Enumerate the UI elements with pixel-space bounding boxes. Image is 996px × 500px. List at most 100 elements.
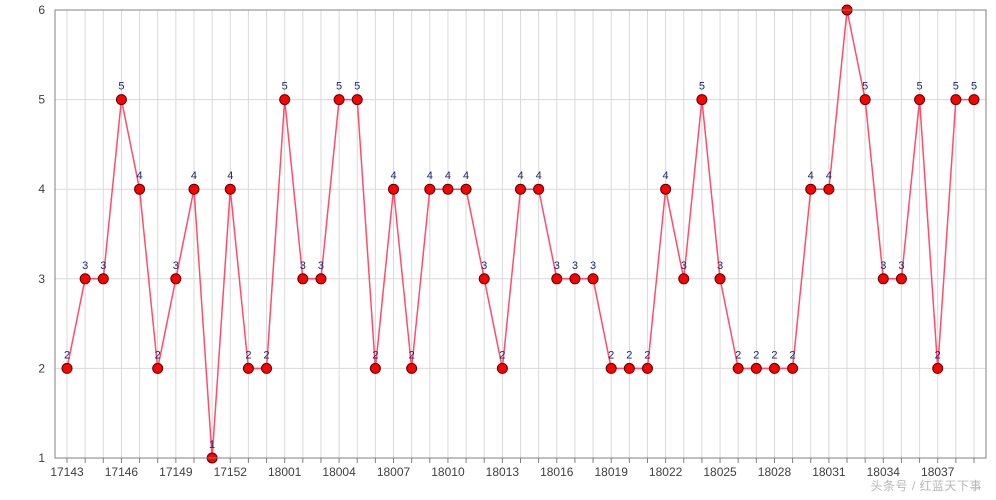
chart-container: 1 2 3 4 5 6 17143 17146 17149 17152 18001 18004 1800… <box>0 0 996 500</box>
watermark-text: 头条号 / 红蓝天下事 <box>870 477 982 494</box>
y-tick-label: 3 <box>38 272 45 286</box>
value-label: 3 <box>880 260 886 272</box>
x-tick-label: 17149 <box>159 465 193 479</box>
value-label: 3 <box>554 260 560 272</box>
value-label: 2 <box>372 349 378 361</box>
x-tick-label: 18010 <box>431 465 465 479</box>
value-label: 2 <box>935 349 941 361</box>
data-marker <box>878 274 888 284</box>
data-marker <box>407 363 417 373</box>
data-marker <box>298 274 308 284</box>
data-marker <box>352 95 362 105</box>
value-label: 2 <box>245 349 251 361</box>
x-tick-label: 17146 <box>105 465 139 479</box>
value-label: 3 <box>681 260 687 272</box>
data-marker <box>697 95 707 105</box>
data-marker <box>370 363 380 373</box>
data-marker <box>588 274 598 284</box>
data-marker <box>679 274 689 284</box>
value-label: 2 <box>753 349 759 361</box>
value-label: 2 <box>409 349 415 361</box>
value-label: 2 <box>499 349 505 361</box>
value-label: 4 <box>191 170 197 182</box>
x-tick-label: 17143 <box>50 465 84 479</box>
value-label: 3 <box>318 260 324 272</box>
value-label: 4 <box>227 170 233 182</box>
data-marker <box>606 363 616 373</box>
data-marker <box>951 95 961 105</box>
data-marker <box>497 363 507 373</box>
value-label: 2 <box>64 349 70 361</box>
value-label: 4 <box>536 170 542 182</box>
y-tick-label: 1 <box>38 451 45 465</box>
value-label: 2 <box>626 349 632 361</box>
data-marker <box>824 184 834 194</box>
value-label: 4 <box>463 170 469 182</box>
data-marker <box>915 95 925 105</box>
value-label: 5 <box>917 81 923 93</box>
data-marker <box>624 363 634 373</box>
data-marker <box>62 363 72 373</box>
x-tick-label: 18028 <box>758 465 792 479</box>
y-tick-label: 2 <box>38 361 45 375</box>
value-label: 4 <box>517 170 523 182</box>
data-marker <box>225 184 235 194</box>
value-label: 5 <box>354 81 360 93</box>
x-tick-label: 18007 <box>377 465 411 479</box>
data-marker <box>933 363 943 373</box>
value-label: 5 <box>336 81 342 93</box>
x-tick-label: 17152 <box>214 465 248 479</box>
data-marker <box>98 274 108 284</box>
data-marker <box>243 363 253 373</box>
data-marker <box>969 95 979 105</box>
data-marker <box>860 95 870 105</box>
value-label: 3 <box>100 260 106 272</box>
value-label: 3 <box>898 260 904 272</box>
data-marker <box>80 274 90 284</box>
value-label: 3 <box>300 260 306 272</box>
data-marker <box>425 184 435 194</box>
data-marker <box>896 274 906 284</box>
value-label: 2 <box>790 349 796 361</box>
x-tick-label: 18019 <box>595 465 629 479</box>
value-label: 3 <box>590 260 596 272</box>
data-marker <box>769 363 779 373</box>
data-marker <box>642 363 652 373</box>
data-marker <box>534 184 544 194</box>
data-marker <box>135 184 145 194</box>
value-label: 2 <box>263 349 269 361</box>
y-tick-label: 6 <box>38 3 45 17</box>
data-marker <box>516 184 526 194</box>
value-label: 5 <box>118 81 124 93</box>
data-marker <box>189 184 199 194</box>
data-marker <box>116 95 126 105</box>
x-tick-label: 18013 <box>486 465 520 479</box>
data-marker <box>751 363 761 373</box>
x-tick-label: 18022 <box>649 465 683 479</box>
data-marker <box>661 184 671 194</box>
data-marker <box>443 184 453 194</box>
data-marker <box>479 274 489 284</box>
value-label: 2 <box>608 349 614 361</box>
x-tick-label: 18031 <box>812 465 846 479</box>
value-label: 2 <box>644 349 650 361</box>
value-label: 5 <box>282 81 288 93</box>
value-label: 3 <box>82 260 88 272</box>
value-label: 4 <box>390 170 396 182</box>
data-marker <box>733 363 743 373</box>
data-marker <box>280 95 290 105</box>
data-marker <box>806 184 816 194</box>
value-label: 1 <box>209 439 215 451</box>
data-marker <box>334 95 344 105</box>
x-tick-label: 18016 <box>540 465 574 479</box>
x-tick-label: 18001 <box>268 465 302 479</box>
data-marker <box>570 274 580 284</box>
value-label: 4 <box>136 170 142 182</box>
data-marker <box>262 363 272 373</box>
value-label: 2 <box>771 349 777 361</box>
value-label: 5 <box>971 81 977 93</box>
data-marker <box>316 274 326 284</box>
value-label: 5 <box>953 81 959 93</box>
value-label: 4 <box>427 170 433 182</box>
x-tick-label: 18004 <box>322 465 356 479</box>
